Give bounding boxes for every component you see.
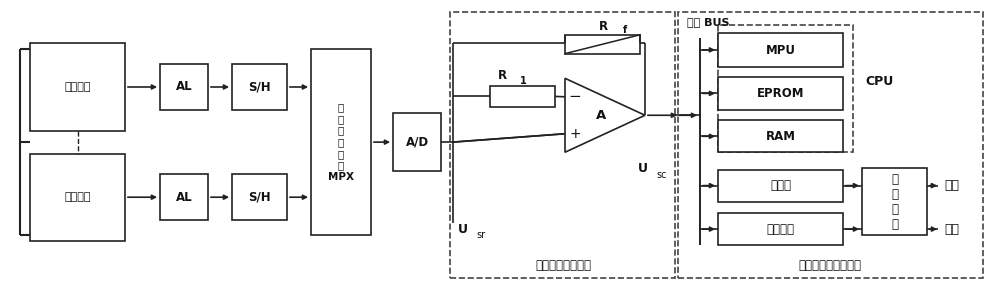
Text: 总线 BUS: 总线 BUS [687,17,730,27]
Text: 光
电
隔
离: 光 电 隔 离 [891,173,898,231]
Text: A/D: A/D [405,136,429,148]
Text: 开入: 开入 [944,179,959,192]
Bar [718,77,843,110]
Bar [718,170,843,202]
Bar [678,12,983,278]
Text: 电压形成: 电压形成 [64,82,91,92]
Text: R: R [498,69,507,82]
Bar [565,35,640,54]
Text: 多
路
转
换
开
关
MPX: 多 路 转 换 开 关 MPX [328,102,354,182]
Bar [718,25,853,152]
Bar [232,174,287,220]
Text: 并行接口: 并行接口 [767,223,794,235]
Bar [450,12,675,278]
Text: U: U [458,223,468,235]
Text: EPROM: EPROM [757,87,804,100]
Bar [160,174,208,220]
Text: RAM: RAM [766,130,796,143]
Bar [718,120,843,152]
Bar [490,86,555,107]
Text: U: U [638,162,648,175]
Bar [393,113,441,171]
Text: AL: AL [176,81,192,93]
Text: sc: sc [656,170,666,180]
Text: 微机型继电保护装置: 微机型继电保护装置 [798,259,862,272]
Text: S/H: S/H [248,191,271,204]
Text: 开出: 开出 [944,223,959,235]
Text: MPU: MPU [766,44,796,57]
Bar [718,213,843,245]
Text: A: A [596,109,606,122]
Text: f: f [623,26,627,35]
Text: sr: sr [476,231,485,240]
Text: 定时器: 定时器 [770,179,791,192]
Text: AL: AL [176,191,192,204]
Text: −: − [569,89,581,104]
Text: 同相运算放大电路: 同相运算放大电路 [535,259,591,272]
Bar [718,33,843,67]
Bar [30,154,125,241]
Text: S/H: S/H [248,81,271,93]
Bar [232,64,287,110]
Text: CPU: CPU [865,75,893,88]
Text: +: + [569,127,581,141]
Bar [311,49,371,235]
Bar [160,64,208,110]
Text: 电压形成: 电压形成 [64,192,91,202]
Bar [862,168,927,235]
Text: R: R [598,20,608,32]
Text: 1: 1 [520,76,527,86]
Bar [30,44,125,130]
